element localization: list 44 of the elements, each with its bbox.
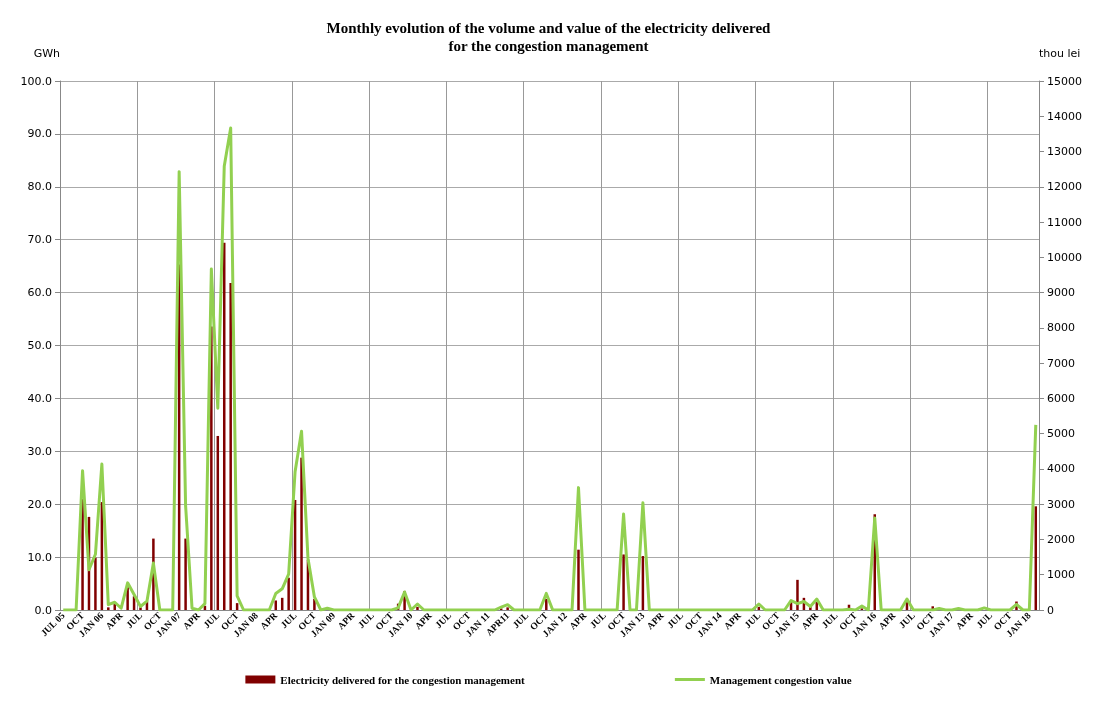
y2-tick-label: 3000 [1047, 497, 1075, 511]
y-tick-label: 40.0 [27, 391, 52, 405]
x-tick-label: JUL [356, 610, 376, 631]
x-tick-label: JUL [974, 610, 995, 631]
y-tick-label: 50.0 [27, 339, 52, 352]
x-tick-label: JUL [742, 610, 763, 631]
x-tick-label: JUL [433, 610, 454, 631]
x-tick-label: JUL [124, 610, 145, 631]
y-tick-label: 10.0 [27, 550, 52, 564]
x-tick-label: JUL [510, 610, 531, 631]
y-axis-title: GWh [33, 47, 61, 60]
y2-tick-label: 1000 [1047, 568, 1075, 582]
y-tick-label: 20.0 [27, 497, 52, 511]
y2-tick-label: 4000 [1047, 462, 1075, 476]
x-tick-label: JUL [201, 610, 222, 631]
legend-label: Management congestion value [709, 673, 852, 686]
y-tick-label: 100.0 [20, 74, 52, 88]
y-tick-label: 90.0 [27, 127, 52, 141]
y2-tick-label: 8000 [1047, 321, 1075, 335]
y2-tick-label: 14000 [1047, 109, 1082, 123]
x-tick-label: JUL [278, 610, 299, 631]
y2-axis-title: thou lei [1039, 47, 1081, 60]
y2-tick-label: 7000 [1047, 356, 1075, 370]
x-tick-label: JUL [897, 610, 917, 631]
y2-tick-label: 5000 [1047, 427, 1075, 441]
y2-tick-label: 13000 [1047, 145, 1082, 159]
y-tick-label: 60.0 [27, 286, 52, 300]
y2-tick-label: 2000 [1047, 532, 1075, 546]
y-tick-label: 80.0 [27, 180, 52, 194]
y2-tick-label: 11000 [1047, 215, 1082, 229]
y2-tick-label: 15000 [1047, 74, 1082, 88]
y2-tick-label: 0 [1047, 603, 1054, 617]
y2-tick-label: 10000 [1047, 250, 1082, 264]
y-tick-label: 70.0 [27, 233, 52, 247]
chart-title: Monthly evolution of the volume and value of the electricity delivered for the congestion management [326, 20, 772, 54]
x-tick-label: JUL [665, 610, 686, 631]
y2-tick-label: 9000 [1047, 286, 1075, 300]
x-tick-label: JUL [819, 610, 840, 631]
y-tick-label: 30.0 [27, 444, 52, 458]
y2-tick-label: 6000 [1047, 391, 1075, 405]
y2-tick-label: 12000 [1047, 180, 1082, 194]
x-tick-label: JUL [588, 610, 608, 631]
legend-label: Electricity delivered for the congestion management [280, 673, 525, 686]
y-tick-label: 0.0 [34, 603, 52, 617]
